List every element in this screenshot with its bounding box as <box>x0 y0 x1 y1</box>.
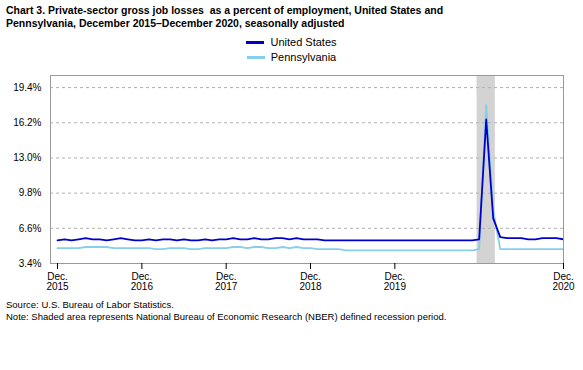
html-text:Source: U.S. Bureau of Labor S: Source: U.S. Bureau of Labor Statistics. <box>6 299 174 310</box>
html-text:Pennsylvania: Pennsylvania <box>270 51 337 63</box>
svg-text:16.2%: 16.2% <box>13 117 41 128</box>
svg-text:19.4%: 19.4% <box>13 82 41 93</box>
svg-text:Dec.2020: Dec.2020 <box>552 271 575 292</box>
svg-text:Dec.2019: Dec.2019 <box>384 271 407 292</box>
html-text:Pennsylvania, December 2015–De: Pennsylvania, December 2015–December 202… <box>6 17 345 29</box>
svg-text:6.6%: 6.6% <box>19 223 42 234</box>
svg-text:Dec.2015: Dec.2015 <box>46 271 69 292</box>
svg-text:9.8%: 9.8% <box>19 187 42 198</box>
html-text:United States: United States <box>270 36 337 48</box>
svg-text:3.4%: 3.4% <box>19 258 42 269</box>
html-text:Chart 3. Private-sector gross: Chart 3. Private-sector gross job losses… <box>6 4 444 16</box>
svg-text:Dec.2017: Dec.2017 <box>215 271 238 292</box>
svg-text:Dec.2016: Dec.2016 <box>131 271 154 292</box>
svg-text:13.0%: 13.0% <box>13 152 41 163</box>
html-text:Note: Shaded area represents N: Note: Shaded area represents National Bu… <box>6 311 447 322</box>
svg-text:Dec.2018: Dec.2018 <box>299 271 322 292</box>
